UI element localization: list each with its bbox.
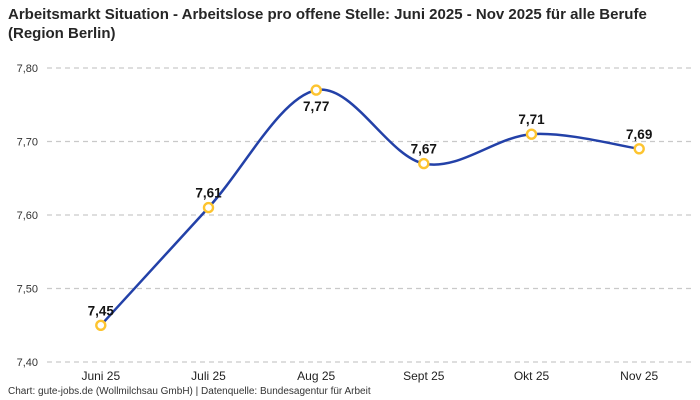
x-tick-label: Juli 25: [191, 369, 226, 383]
value-label: 7,67: [411, 142, 437, 157]
chart-title: Arbeitsmarkt Situation - Arbeitslose pro…: [8, 6, 647, 42]
data-point-marker: [633, 143, 645, 155]
data-point-marker: [310, 84, 322, 96]
x-tick-label: Okt 25: [514, 369, 550, 383]
value-label: 7,61: [195, 186, 222, 201]
x-tick-label: Aug 25: [297, 369, 335, 383]
data-point-marker: [202, 201, 215, 214]
y-tick-label: 7,60: [17, 210, 38, 222]
series-line: [99, 88, 641, 327]
data-point-marker: [95, 319, 107, 331]
y-tick-label: 7,80: [17, 63, 38, 75]
x-tick-label: Sept 25: [403, 369, 445, 383]
value-label: 7,71: [518, 112, 545, 127]
y-tick-label: 7,70: [17, 137, 38, 149]
x-tick-label: Nov 25: [620, 369, 658, 383]
value-label: 7,69: [626, 127, 652, 142]
value-label: 7,45: [88, 303, 115, 318]
value-label: 7,77: [303, 99, 329, 114]
x-tick-label: Juni 25: [81, 369, 120, 383]
data-point-marker: [525, 128, 538, 140]
y-tick-label: 7,50: [17, 284, 38, 296]
data-point-marker: [418, 157, 430, 170]
chart-footer-attribution: Chart: gute-jobs.de (Wollmilchsau GmbH) …: [8, 386, 371, 397]
y-tick-label: 7,40: [17, 357, 38, 369]
